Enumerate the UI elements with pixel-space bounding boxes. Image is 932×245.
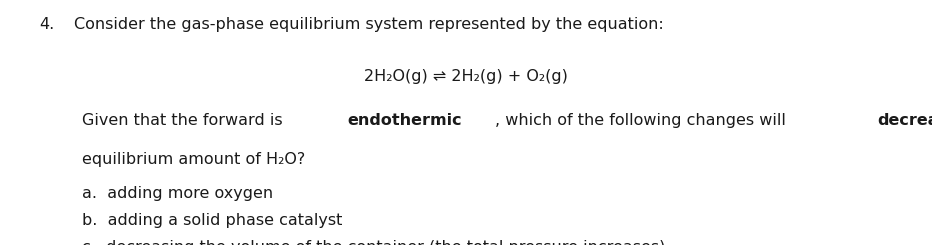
Text: Given that the forward is: Given that the forward is (82, 113, 288, 128)
Text: a.  adding more oxygen: a. adding more oxygen (82, 186, 273, 201)
Text: c.  decreasing the volume of the container (the total pressure increases): c. decreasing the volume of the containe… (82, 240, 665, 245)
Text: 2H₂O(g) ⇌ 2H₂(g) + O₂(g): 2H₂O(g) ⇌ 2H₂(g) + O₂(g) (364, 69, 568, 84)
Text: equilibrium amount of H₂O?: equilibrium amount of H₂O? (82, 152, 306, 167)
Text: b.  adding a solid phase catalyst: b. adding a solid phase catalyst (82, 213, 342, 228)
Text: Consider the gas-phase equilibrium system represented by the equation:: Consider the gas-phase equilibrium syste… (74, 17, 664, 32)
Text: decrease: decrease (877, 113, 932, 128)
Text: , which of the following changes will: , which of the following changes will (496, 113, 791, 128)
Text: endothermic: endothermic (348, 113, 462, 128)
Text: 4.: 4. (39, 17, 54, 32)
